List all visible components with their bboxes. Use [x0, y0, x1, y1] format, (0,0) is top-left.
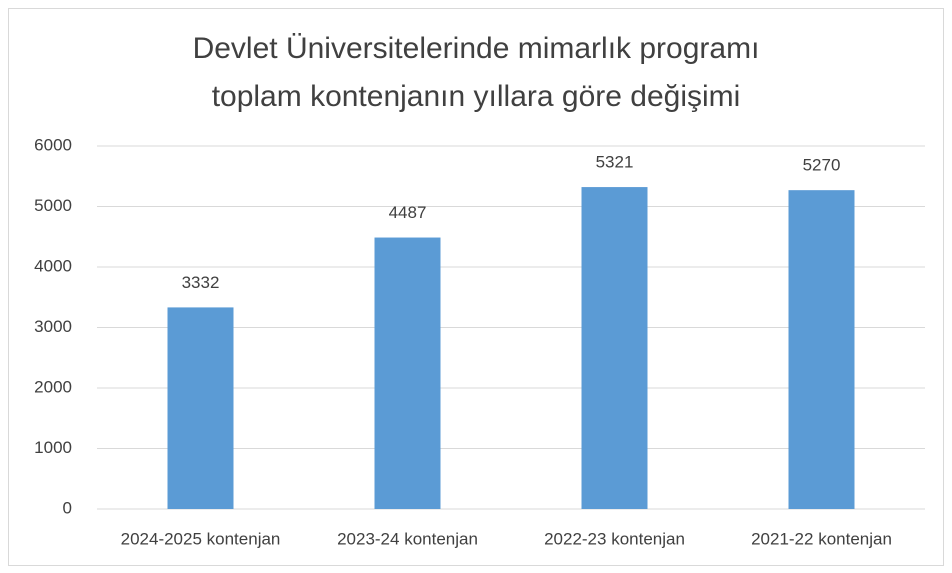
y-tick-label: 4000 — [34, 256, 72, 275]
bar — [581, 187, 648, 509]
bar — [167, 307, 234, 509]
chart-title: toplam kontenjanın yıllara göre değişimi — [212, 80, 741, 113]
bar — [374, 237, 441, 509]
data-label: 5270 — [803, 156, 841, 175]
data-label: 5321 — [596, 153, 634, 172]
y-tick-label: 0 — [63, 498, 72, 517]
y-tick-label: 6000 — [34, 135, 72, 154]
chart-title: Devlet Üniversitelerinde mimarlık progra… — [193, 32, 760, 65]
data-label: 4487 — [389, 203, 427, 222]
data-label: 3332 — [182, 273, 220, 292]
y-tick-label: 2000 — [34, 377, 72, 396]
bar — [788, 190, 855, 510]
chart-border — [8, 8, 944, 566]
y-tick-label: 3000 — [34, 317, 72, 336]
x-tick-label: 2022-23 kontenjan — [544, 529, 685, 548]
x-tick-label: 2023-24 kontenjan — [337, 529, 478, 548]
y-tick-label: 5000 — [34, 196, 72, 215]
x-tick-label: 2024-2025 kontenjan — [121, 529, 281, 548]
x-tick-label: 2021-22 kontenjan — [751, 529, 892, 548]
y-tick-label: 1000 — [34, 438, 72, 457]
